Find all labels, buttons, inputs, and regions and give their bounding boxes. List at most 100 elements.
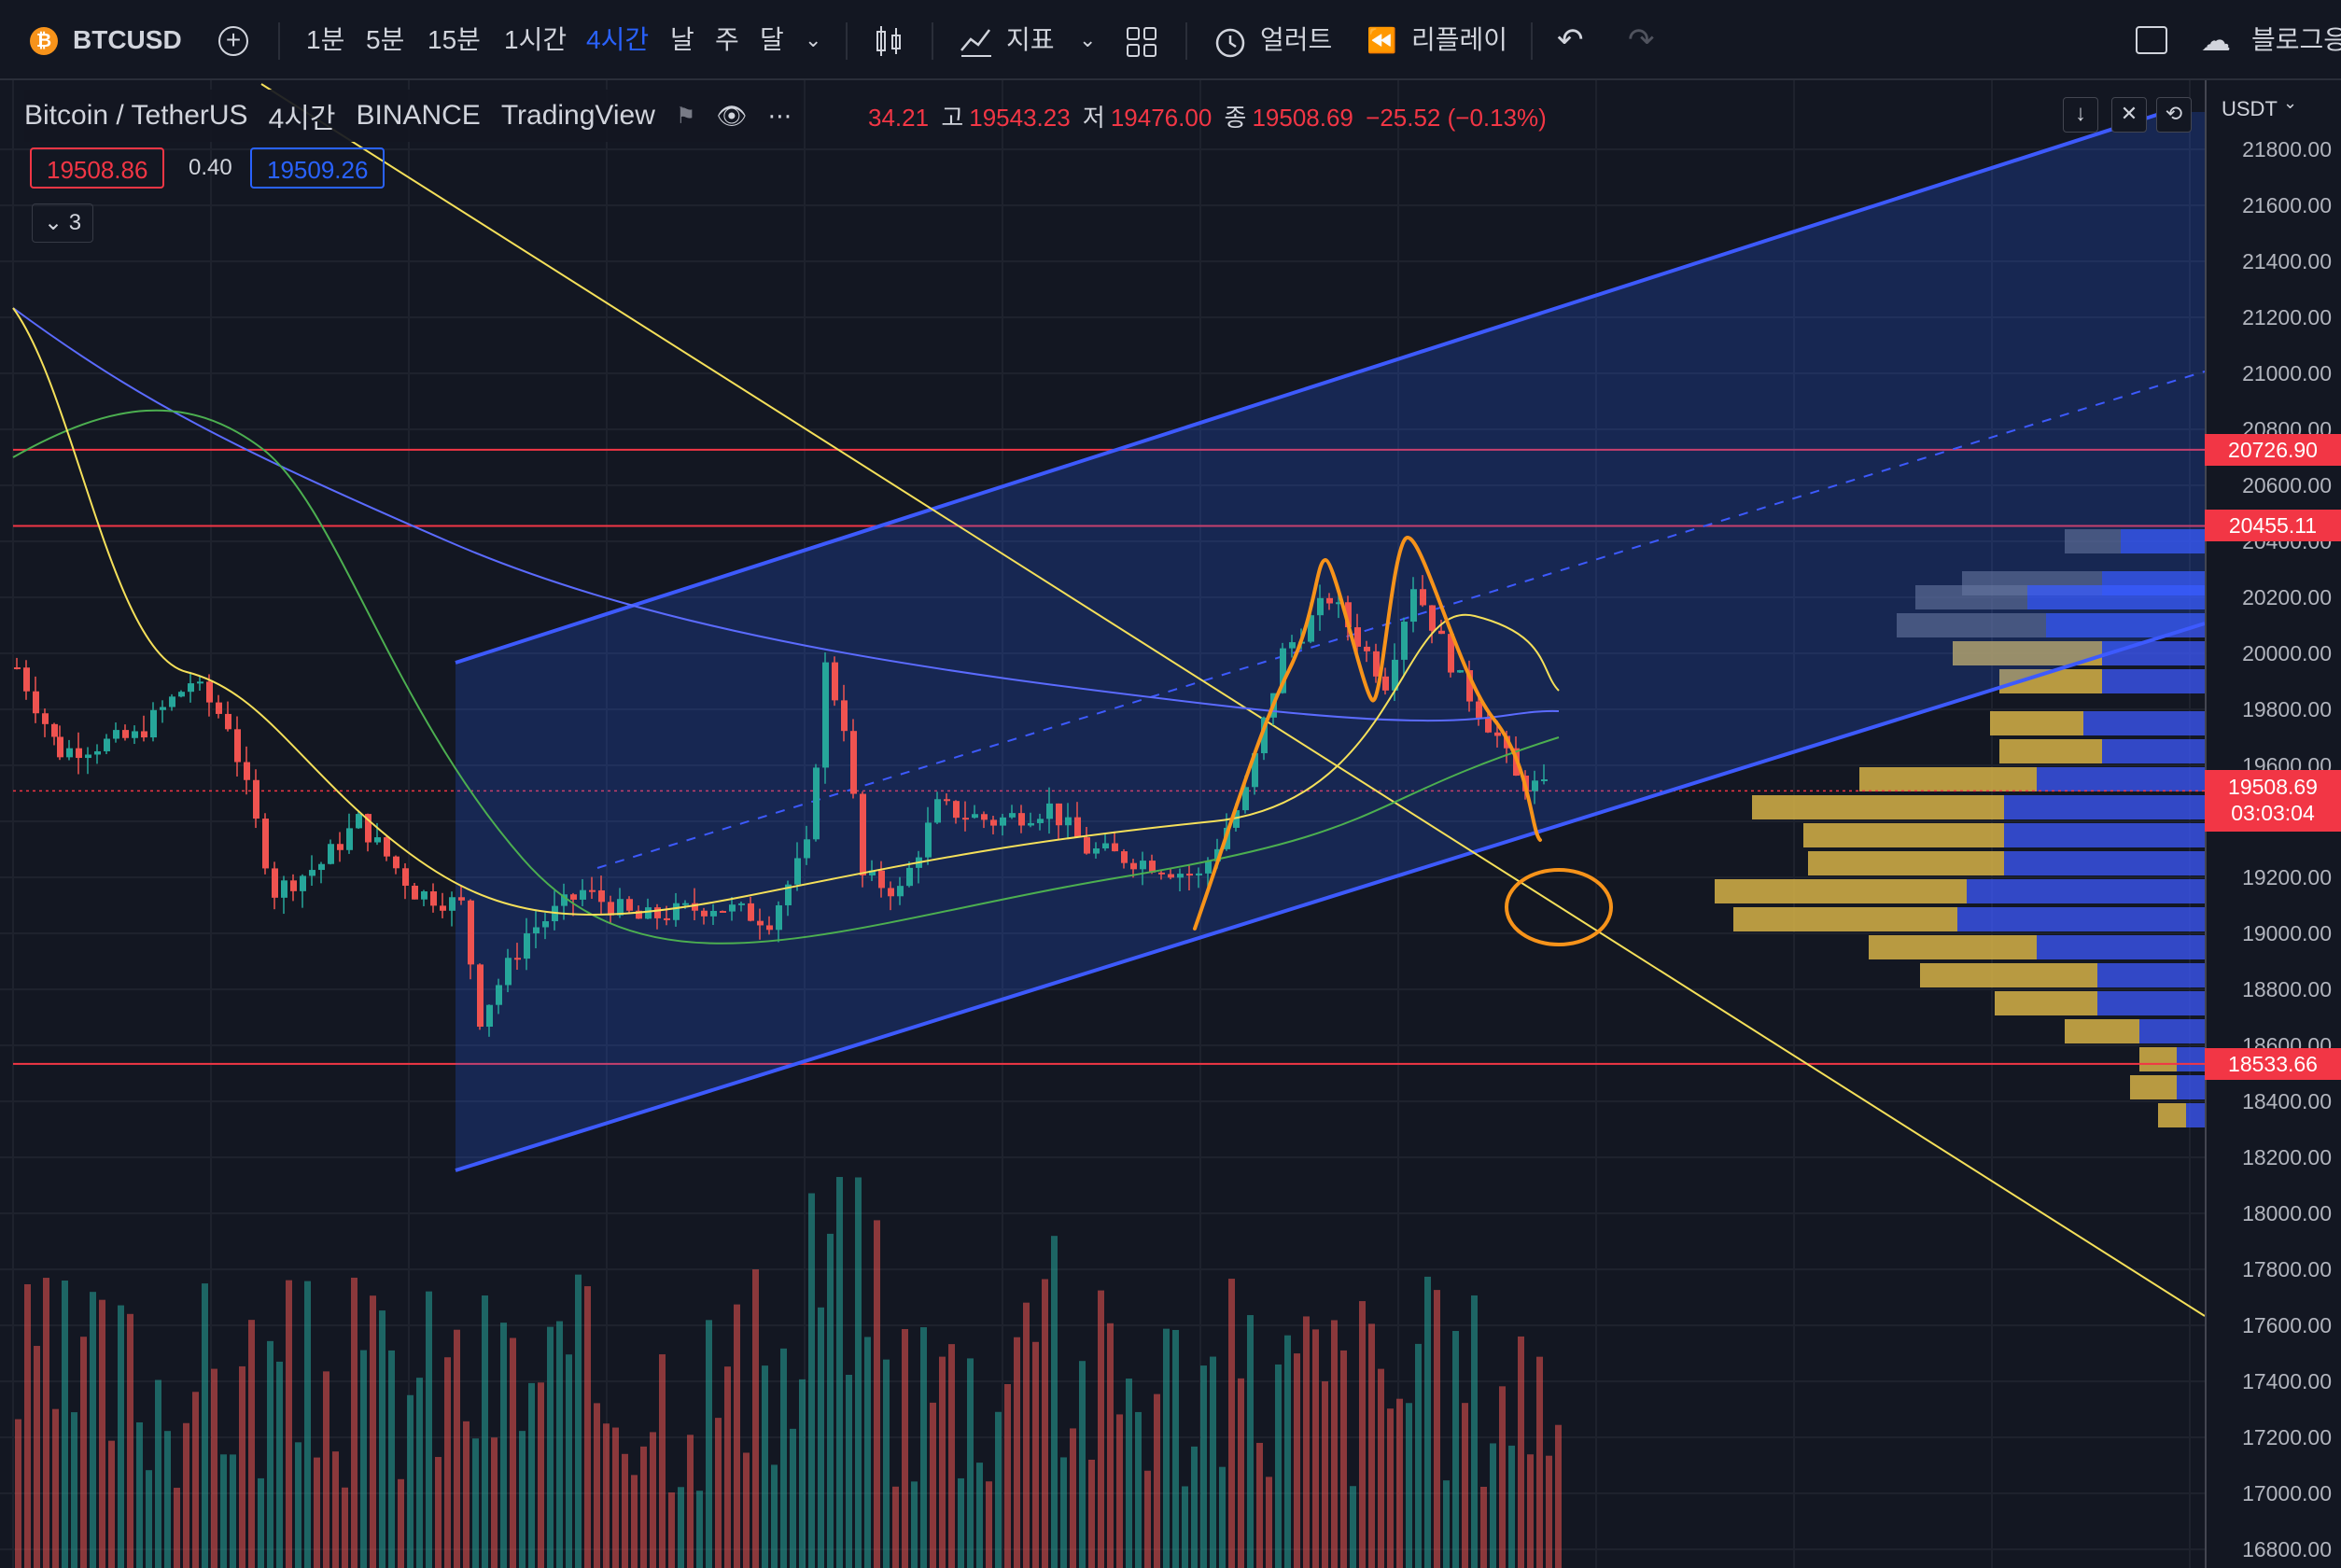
scroll-down-icon[interactable]: ↓ xyxy=(2063,97,2098,133)
auto-scale-icon[interactable]: ✕ xyxy=(2111,97,2147,133)
publish-button[interactable]: 블로그응 xyxy=(2251,25,2341,54)
vp-up-volume xyxy=(2102,641,2205,665)
price-chart[interactable] xyxy=(0,80,2341,1568)
ohlc-change: −25.52 (−0.13%) xyxy=(1366,104,1547,132)
level-price-tag: 20726.90 xyxy=(2205,433,2341,466)
alarm-clock-icon[interactable] xyxy=(1212,22,1249,60)
volume-bar xyxy=(1070,1428,1076,1568)
candle-body xyxy=(33,691,39,714)
redo-icon[interactable]: ↷ xyxy=(1628,22,1655,58)
interval-4h[interactable]: 4시간 xyxy=(586,25,650,54)
candle-body xyxy=(981,814,988,820)
volume-bar xyxy=(1228,1279,1235,1568)
volume-bar xyxy=(164,1431,171,1568)
alert-button[interactable]: 얼러트 xyxy=(1260,25,1333,54)
hand-drawn-annotation xyxy=(1193,535,1613,946)
candle-body xyxy=(57,736,63,758)
bitcoin-logo-icon: ₿ xyxy=(30,27,58,55)
candle-body xyxy=(598,889,605,903)
volume-bar xyxy=(808,1193,815,1568)
ohlc-values: 34.21 고 19543.23 저 19476.00 종 19508.69 −25.… xyxy=(868,99,1552,133)
interval-1M[interactable]: 달 xyxy=(760,25,784,54)
replay-button[interactable]: 리플레이 xyxy=(1411,25,1508,54)
currency-selector[interactable]: USDT xyxy=(2222,97,2278,120)
more-icon[interactable]: ⋯ xyxy=(767,101,792,130)
interval-dropdown-icon[interactable]: ⌄ xyxy=(805,28,822,51)
volume-bar xyxy=(1172,1329,1179,1568)
candle-body xyxy=(486,1004,493,1028)
buy-price-button[interactable]: 19509.26 xyxy=(250,147,385,189)
interval-5m[interactable]: 5분 xyxy=(366,25,405,54)
candle-body xyxy=(234,729,241,763)
interval-1d[interactable]: 날 xyxy=(670,25,694,54)
candle-body xyxy=(944,799,950,802)
flag-icon[interactable]: ⚑ xyxy=(675,103,696,129)
candle-body xyxy=(776,904,782,931)
interval-1h[interactable]: 1시간 xyxy=(504,25,568,54)
volume-bar xyxy=(1331,1320,1338,1568)
volume-bar xyxy=(1135,1411,1142,1568)
volume-bar xyxy=(295,1442,301,1568)
volume-bar xyxy=(323,1371,329,1568)
volume-bar xyxy=(1424,1276,1431,1568)
sell-price-button[interactable]: 19508.86 xyxy=(30,147,165,189)
volume-bar xyxy=(239,1365,245,1568)
indicators-icon[interactable] xyxy=(958,22,995,60)
volume-bar xyxy=(118,1305,124,1568)
collapse-indicators-button[interactable]: ⌄ 3 xyxy=(32,203,94,243)
candle-body xyxy=(664,917,670,920)
volume-bar xyxy=(1210,1356,1216,1568)
candle-body xyxy=(496,985,502,1005)
candle-body xyxy=(262,819,269,869)
symbol-search-button[interactable]: BTCUSD xyxy=(73,25,182,54)
axis-currency-dropdown-icon[interactable]: ⌄ xyxy=(2283,93,2298,112)
legend-pair[interactable]: Bitcoin / TetherUS xyxy=(24,100,248,131)
candle-body xyxy=(1046,803,1053,819)
candle-type-icon[interactable] xyxy=(874,24,905,58)
volume-bar xyxy=(1098,1290,1104,1568)
candle-body xyxy=(972,814,978,819)
candle-body xyxy=(1093,848,1100,854)
cloud-save-icon[interactable]: ☁ xyxy=(2201,23,2231,57)
candle-body xyxy=(1112,843,1118,852)
vp-up-volume xyxy=(2177,1047,2205,1071)
volume-bar xyxy=(1219,1466,1226,1568)
volume-bar xyxy=(678,1487,684,1568)
volume-bar xyxy=(1200,1365,1207,1568)
volume-bar xyxy=(1126,1379,1132,1568)
candle-body xyxy=(804,839,810,859)
candle-body xyxy=(1532,780,1538,791)
vp-down-volume xyxy=(2065,1019,2139,1043)
interval-15m[interactable]: 15분 xyxy=(428,25,481,54)
volume-bar xyxy=(1350,1486,1356,1568)
orange-pattern-drawing xyxy=(1193,535,1542,931)
reset-chart-icon[interactable]: ⟲ xyxy=(2156,97,2192,133)
moving-averages xyxy=(12,307,1560,945)
vp-down-volume xyxy=(2139,1047,2177,1071)
channel-mid-line xyxy=(596,371,2206,869)
rewind-icon[interactable]: ⏪ xyxy=(1367,26,1397,54)
undo-icon[interactable]: ↶ xyxy=(1557,22,1584,58)
level-price-tag: 18533.66 xyxy=(2205,1047,2341,1080)
low-label: 저 xyxy=(1082,104,1105,132)
eye-icon[interactable]: 👁 xyxy=(716,101,748,130)
price-axis-label: 20200.00 xyxy=(2242,585,2332,609)
candle-body xyxy=(1289,642,1296,649)
volume-bar xyxy=(1294,1353,1300,1568)
indicators-button[interactable]: 지표 xyxy=(1006,25,1055,54)
candle-body xyxy=(1401,622,1408,660)
candle-body xyxy=(1065,817,1072,826)
layout-grid-icon[interactable] xyxy=(1126,26,1157,58)
candle-body xyxy=(1485,718,1492,733)
channel-upper-line xyxy=(455,110,2166,665)
compare-add-icon[interactable]: + xyxy=(218,26,248,56)
candle-body xyxy=(990,819,997,826)
fullscreen-icon[interactable] xyxy=(2136,26,2167,54)
interval-1w[interactable]: 주 xyxy=(715,25,739,54)
candle-body xyxy=(51,723,58,737)
price-axis-label: 20600.00 xyxy=(2242,473,2332,497)
channel-lower-line xyxy=(455,622,2206,1172)
vp-down-volume xyxy=(1897,613,2046,637)
indicators-dropdown-icon[interactable]: ⌄ xyxy=(1079,28,1097,51)
interval-1m[interactable]: 1분 xyxy=(306,25,345,54)
